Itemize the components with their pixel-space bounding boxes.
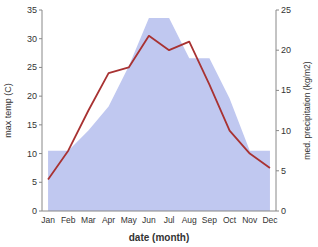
y2-axis-label: med. precipitation (kg/m2) [302,61,312,159]
y-tick [39,153,42,154]
y2-tick-label: 15 [281,85,291,95]
y2-tick-label: 0 [281,206,286,216]
x-tick-label: Dec [262,215,278,225]
y-tick [39,182,42,183]
x-tick-label: Sep [202,215,217,225]
y2-tick [276,10,279,11]
y-tick [39,211,42,212]
precipitation-area [48,18,270,211]
y-axis-line [42,10,43,211]
x-axis-line [42,211,276,212]
y-tick [39,38,42,39]
y-tick [39,96,42,97]
x-tick-label: Nov [242,215,258,225]
y2-tick-label: 25 [281,5,291,15]
y-tick-label: 30 [27,34,37,44]
x-tick-label: Aug [182,215,197,225]
y2-tick [276,50,279,51]
x-tick-label: Apr [102,215,115,225]
y2-tick-label: 20 [281,45,291,55]
y-tick-label: 15 [27,120,37,130]
y-tick-label: 5 [32,177,37,187]
y2-axis-line [276,10,277,211]
x-tick-label: Jun [142,215,156,225]
y-tick-label: 20 [27,91,37,101]
plot-data [48,18,270,211]
y-tick-label: 35 [27,5,37,15]
x-tick-label: Jul [164,215,175,225]
x-axis-label: date (month) [129,232,190,243]
x-tick-label: Jan [41,215,55,225]
y-tick-label: 0 [32,206,37,216]
y-tick-label: 10 [27,149,37,159]
x-tick-label: Feb [61,215,76,225]
y2-tick [276,170,279,171]
y-tick [39,10,42,11]
y-tick [39,124,42,125]
y2-tick [276,90,279,91]
y-tick [39,67,42,68]
chart: JanFebMarAprMayJunJulAugSepOctNovDec0510… [0,0,318,247]
y2-tick [276,130,279,131]
x-tick-label: Mar [81,215,96,225]
y2-tick-label: 5 [281,166,286,176]
y2-tick [276,211,279,212]
x-tick-label: May [121,215,138,225]
y2-tick-label: 10 [281,126,291,136]
x-tick-label: Oct [223,215,237,225]
y-tick-label: 25 [27,62,37,72]
axes: JanFebMarAprMayJunJulAugSepOctNovDec0510… [3,5,312,243]
y-axis-label: max temp (C) [3,83,13,138]
temperature-line [48,36,270,180]
